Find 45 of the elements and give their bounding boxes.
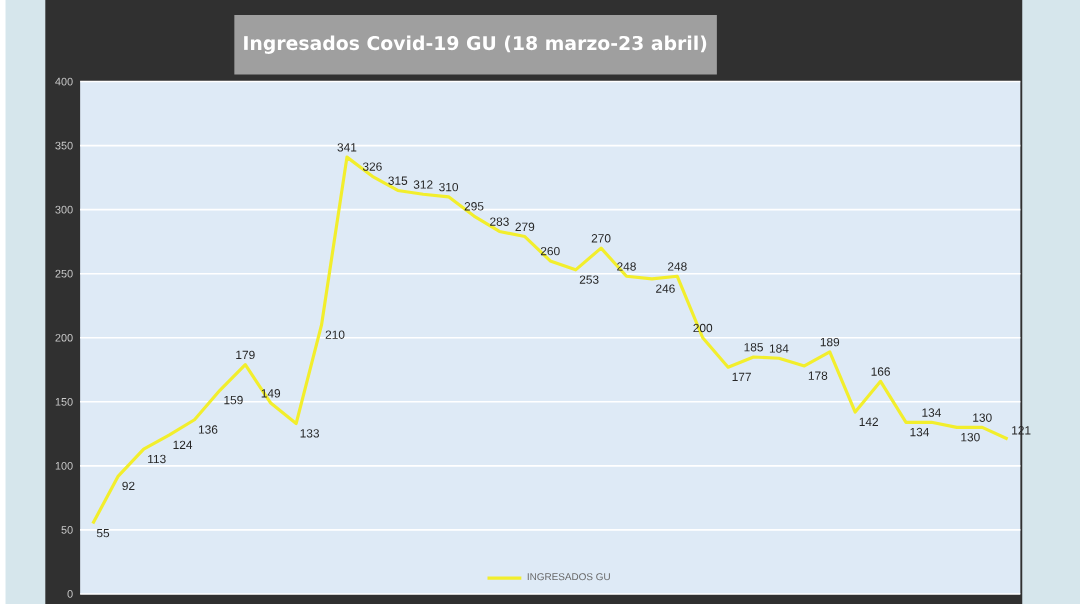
data-label: 130	[973, 413, 992, 422]
data-label: 295	[464, 201, 484, 211]
data-label: 159	[224, 395, 243, 405]
y-tick-label: 250	[55, 269, 73, 278]
data-label: 315	[388, 176, 408, 185]
y-tick-label: 100	[55, 461, 73, 470]
data-label: 248	[667, 262, 687, 271]
line-series	[91, 155, 1010, 525]
data-label: 92	[122, 481, 135, 490]
data-label: 184	[769, 344, 789, 353]
data-label: 310	[439, 182, 459, 192]
data-label: 189	[820, 337, 840, 347]
y-tick-label: 0	[67, 589, 73, 598]
data-label: 166	[871, 367, 890, 376]
y-tick-label: 350	[55, 141, 73, 150]
data-label: 185	[744, 342, 763, 352]
data-label: 142	[859, 417, 878, 426]
y-tick-label: 300	[55, 205, 73, 214]
data-label: 270	[591, 233, 611, 243]
data-label: 283	[490, 217, 509, 226]
data-label: 177	[732, 372, 751, 381]
data-label: 113	[148, 454, 166, 463]
data-label: 253	[579, 275, 599, 284]
y-tick-label: 50	[61, 525, 73, 534]
data-label: 326	[362, 162, 382, 171]
data-label: 134	[910, 427, 930, 437]
data-label: 55	[96, 528, 110, 538]
data-label: 260	[540, 246, 560, 256]
data-label: 178	[808, 371, 828, 380]
data-label: 312	[413, 180, 433, 189]
data-label: 279	[515, 222, 535, 231]
data-label: 130	[961, 432, 980, 442]
data-label: 133	[300, 428, 320, 438]
data-label: 136	[198, 425, 218, 434]
data-label: 246	[656, 284, 675, 293]
chart-title: Ingresados Covid-19 GU (18 marzo-23 abril)	[244, 35, 707, 54]
data-label: 134	[922, 408, 941, 417]
data-label: 341	[337, 142, 357, 152]
y-tick-label: 200	[55, 333, 73, 342]
y-tick-label: 150	[55, 397, 73, 406]
data-label: 124	[173, 440, 193, 449]
data-label: 179	[236, 350, 255, 359]
data-label: 210	[325, 330, 345, 339]
legend-label: INGRESADOS GU	[527, 572, 610, 580]
y-tick-label: 400	[55, 77, 73, 86]
